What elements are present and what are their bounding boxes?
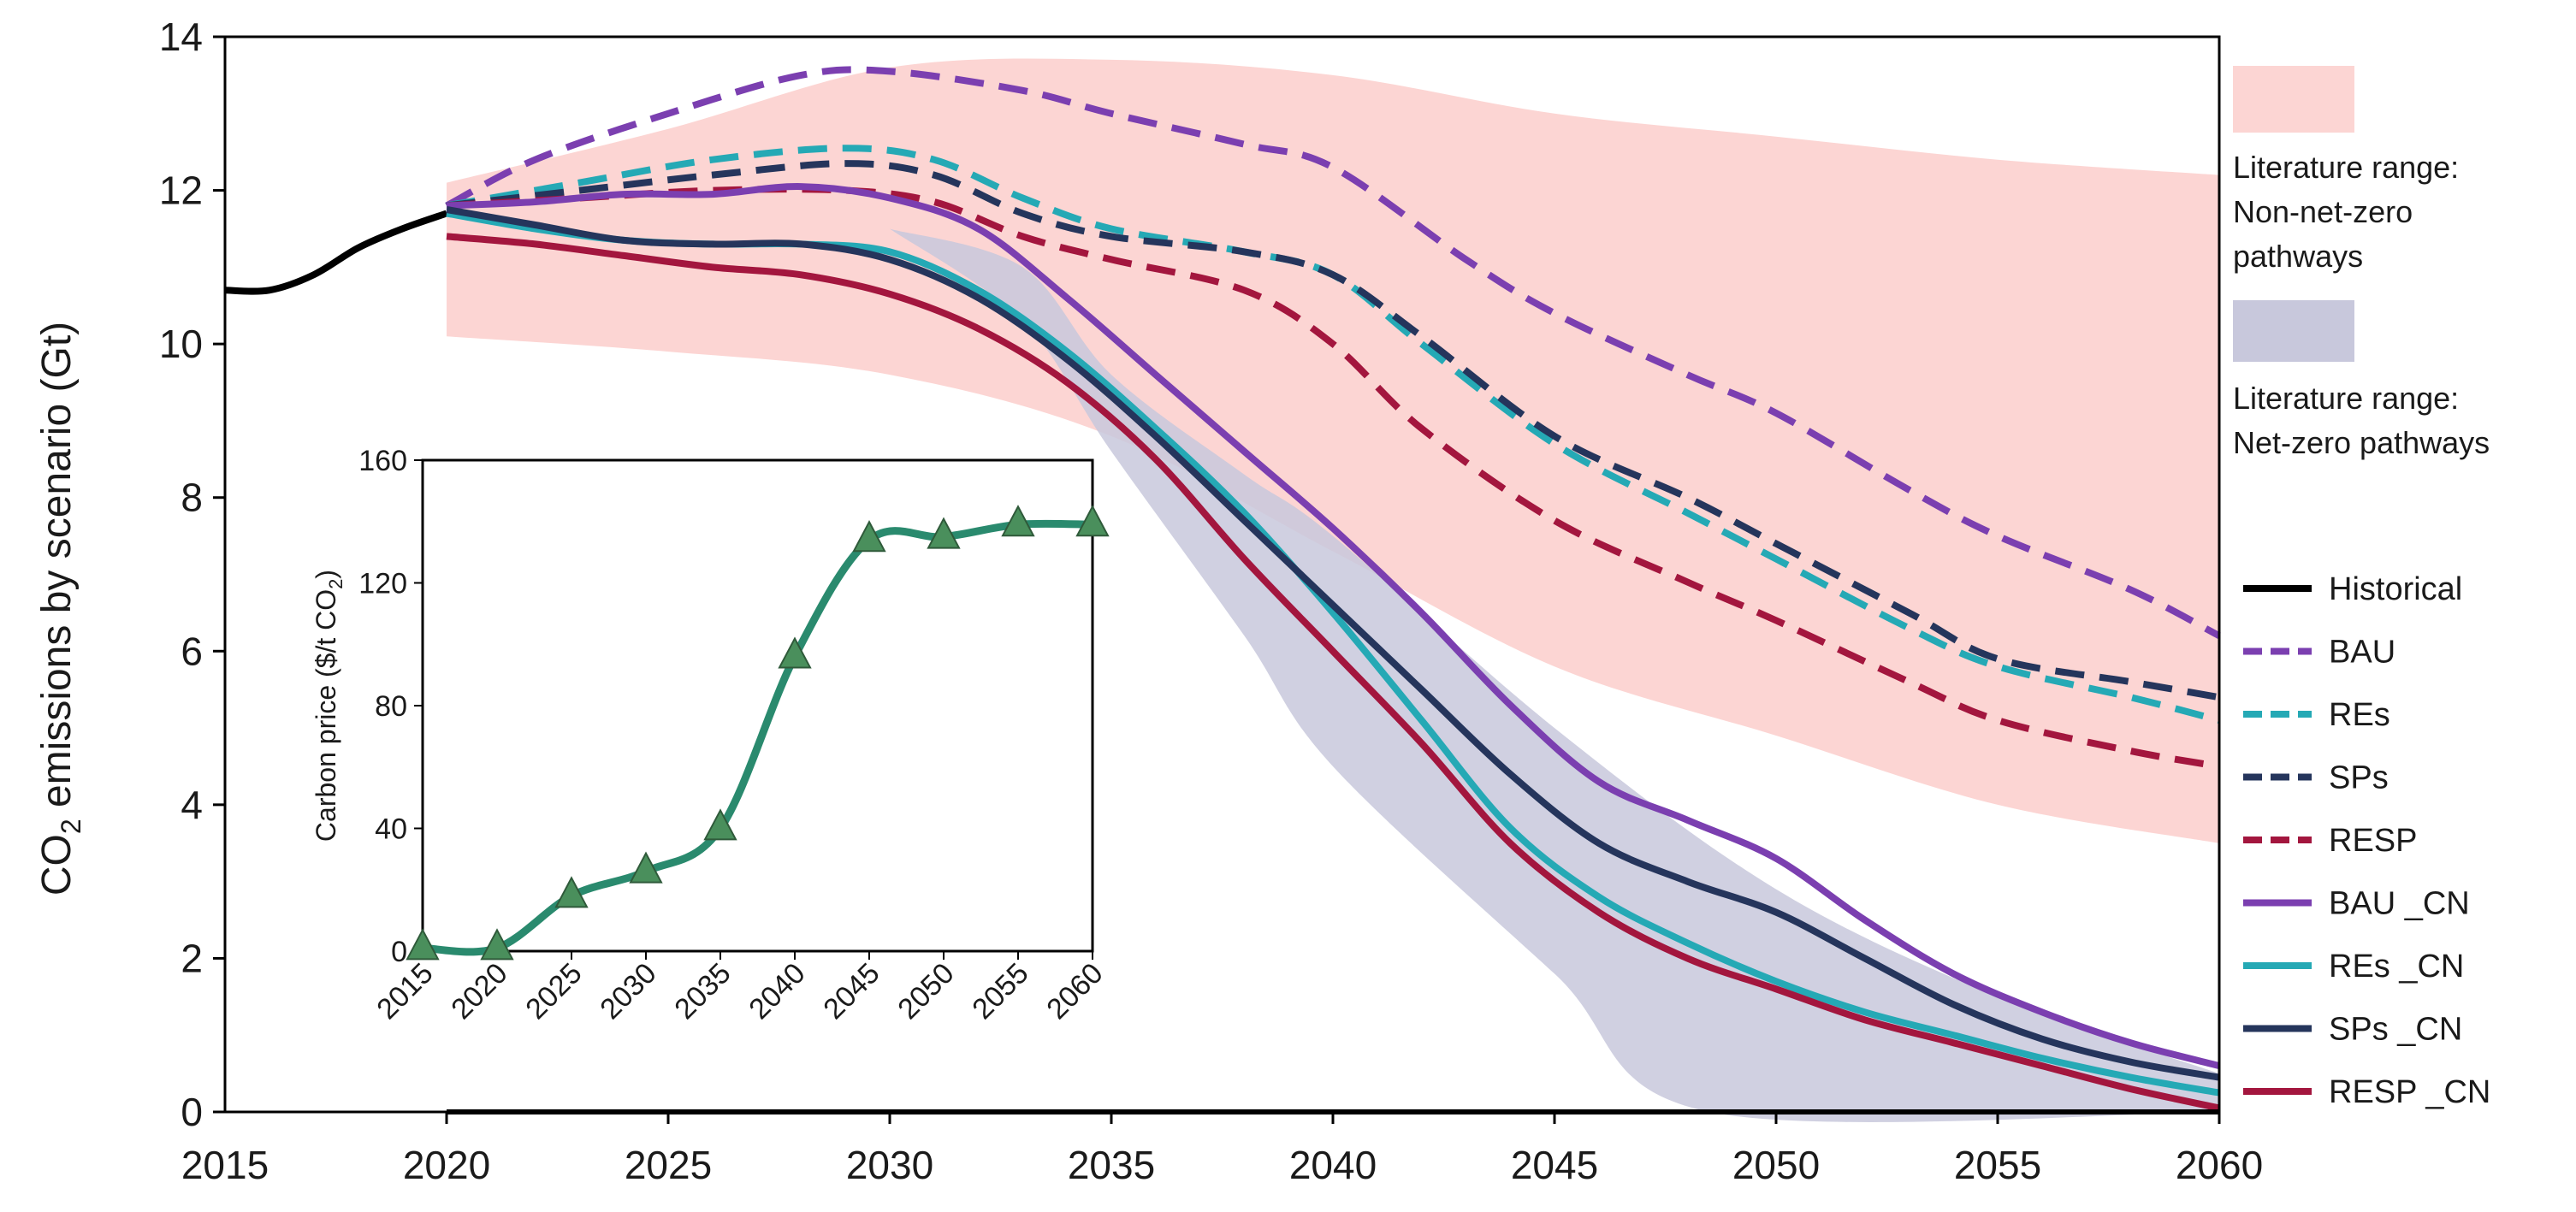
inset-y-label-subscript: 2	[325, 579, 346, 589]
y-label-text-rest: emissions by scenario (Gt)	[34, 322, 80, 819]
inset-background	[421, 458, 1094, 953]
main-series-lines	[224, 66, 2221, 1112]
legend-label-literature-range-non-net-zero-pathways-0: Literature range:	[2233, 150, 2459, 185]
y-tick-label-14: 14	[159, 15, 203, 59]
legend-label-literature-range-non-net-zero-pathways-2: pathways	[2233, 239, 2363, 274]
inset-point-marker-2060	[1075, 505, 1110, 537]
x-tick-label-2035: 2035	[1068, 1143, 1155, 1187]
series-line-res	[446, 145, 2221, 724]
inset-x-tick-label-2015: 2015	[370, 957, 439, 1026]
series-line-resp	[446, 186, 2220, 770]
inset-series	[406, 505, 1110, 961]
series-line-bau-cn	[446, 183, 2221, 1069]
legend-label-sps-cn: SPs _CN	[2329, 1012, 2462, 1048]
legend-swatch-literature-range-net-zero-pathways	[2233, 300, 2354, 362]
legend: Literature range: Non-net-zero pathways Lit…	[2233, 66, 2490, 1110]
series-line-sps	[446, 160, 2220, 701]
inset-y-label-text-rest: )	[311, 570, 341, 579]
inset-point-marker-2040	[778, 636, 812, 669]
inset-y-tick-label-0: 0	[391, 936, 407, 968]
y-label-text: CO	[34, 834, 80, 896]
inset-x-tick-label-2035: 2035	[668, 957, 737, 1026]
y-label-subscript: 2	[56, 819, 86, 834]
inset-x-tick-label-2045: 2045	[817, 957, 885, 1026]
x-tick-label-2050: 2050	[1732, 1143, 1820, 1187]
legend-label-literature-range-net-zero-pathways-0: Literature range:	[2233, 381, 2459, 416]
inset-point-marker-2030	[629, 851, 663, 884]
inset-point-marker-2020	[480, 928, 514, 961]
inset-x-tick-label-2020: 2020	[445, 957, 513, 1026]
inset-x-tick-label-2060: 2060	[1040, 957, 1109, 1026]
x-tick-label-2040: 2040	[1289, 1143, 1377, 1187]
inset-x-tick-label-2025: 2025	[519, 957, 588, 1026]
main-y-axis-label: CO2 emissions by scenario (Gt)	[34, 322, 86, 896]
inset-point-marker-2035	[703, 808, 737, 841]
y-tick-label-4: 4	[181, 783, 203, 827]
y-tick-label-12: 12	[159, 168, 203, 213]
y-tick-label-2: 2	[181, 936, 203, 980]
legend-label-resp-cn: RESP _CN	[2329, 1074, 2490, 1110]
inset-point-marker-2050	[927, 517, 961, 549]
y-tick-label-6: 6	[181, 629, 203, 673]
x-tick-label-2060: 2060	[2176, 1143, 2263, 1187]
legend-swatch-literature-range-non-net-zero-pathways	[2233, 66, 2354, 133]
legend-label-historical: Historical	[2329, 571, 2462, 607]
y-tick-label-10: 10	[159, 322, 203, 366]
series-line-bau	[445, 66, 2221, 639]
x-tick-label-2055: 2055	[1954, 1143, 2041, 1187]
inset-point-marker-2025	[554, 876, 589, 908]
inset-y-tick-label-80: 80	[375, 690, 407, 723]
inset-y-label-text: Carbon price ($/t CO	[311, 589, 341, 842]
legend-label-literature-range-non-net-zero-pathways-1: Non-net-zero	[2233, 194, 2413, 229]
inset-point-marker-2055	[1001, 505, 1035, 537]
inset-x-tick-label-2050: 2050	[891, 957, 960, 1026]
x-tick-label-2030: 2030	[846, 1143, 933, 1187]
inset-point-marker-2045	[852, 520, 886, 553]
legend-label-sps: SPs	[2329, 760, 2389, 796]
x-tick-label-2015: 2015	[181, 1143, 269, 1187]
legend-label-res-cn: REs _CN	[2329, 949, 2464, 984]
x-tick-label-2045: 2045	[1511, 1143, 1598, 1187]
inset-y-axis-label: Carbon price ($/t CO2)	[311, 570, 346, 842]
series-line-resp-cn	[446, 233, 2220, 1112]
legend-label-bau: BAU	[2329, 635, 2395, 671]
x-tick-label-2020: 2020	[403, 1143, 490, 1187]
legend-label-bau-cn: BAU _CN	[2329, 886, 2470, 922]
y-tick-label-0: 0	[181, 1090, 203, 1134]
inset-x-tick-label-2040: 2040	[743, 957, 811, 1026]
inset-x-tick-label-2030: 2030	[594, 957, 662, 1026]
inset-y-tick-label-120: 120	[358, 568, 407, 600]
series-line-historical	[224, 210, 448, 295]
inset-y-tick-label-40: 40	[375, 813, 407, 846]
legend-label-literature-range-net-zero-pathways-1: Net-zero pathways	[2233, 425, 2490, 460]
inset-x-tick-label-2055: 2055	[966, 957, 1034, 1026]
legend-label-res: REs	[2329, 697, 2390, 733]
legend-label-resp: RESP	[2329, 823, 2417, 859]
inset-y-tick-label-160: 160	[358, 445, 407, 477]
inset-point-marker-2015	[406, 928, 440, 961]
series-line-sps-cn	[446, 206, 2220, 1081]
y-tick-label-8: 8	[181, 476, 203, 520]
x-tick-label-2025: 2025	[625, 1143, 712, 1187]
inset-price-line	[422, 519, 1093, 956]
